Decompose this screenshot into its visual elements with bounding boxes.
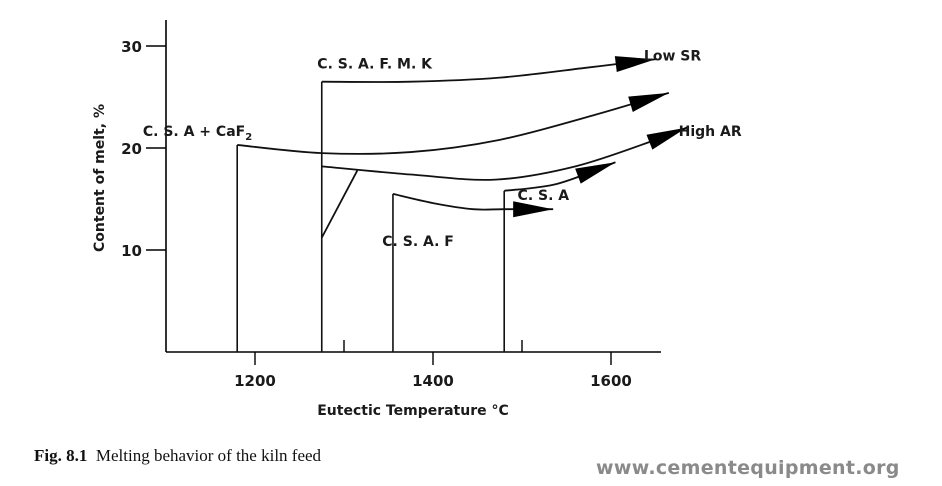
- region-label: C. S. A: [518, 188, 570, 204]
- figure-number: Fig. 8.1: [34, 446, 88, 465]
- series-line-0: [321, 58, 656, 83]
- arrowhead: [628, 92, 669, 112]
- series-line-5: [320, 170, 359, 239]
- x-ticks: 1200 1400 1600: [234, 340, 632, 390]
- region-label: C. S. A + CaF2: [143, 124, 252, 143]
- region-label: C. S. A. F: [382, 234, 454, 250]
- chart-axes: [165, 20, 661, 353]
- arrowhead: [646, 127, 687, 150]
- x-tick-label: 1200: [234, 372, 276, 390]
- watermark-text: www.cementequipment.org: [596, 457, 900, 479]
- arrowhead: [513, 201, 554, 218]
- y-ticks: 10 20 30: [121, 38, 166, 260]
- y-tick-label: 10: [121, 242, 142, 260]
- region-labels: C. S. A. F. M. K Low SR C. S. A + CaF2 High…: [143, 48, 742, 250]
- x-axis-title: Eutectic Temperature °C: [317, 403, 509, 419]
- y-tick-label: 20: [121, 140, 142, 158]
- region-label: Low SR: [644, 48, 701, 64]
- arrowhead: [614, 56, 656, 73]
- region-boundaries: [236, 81, 506, 352]
- arrowhead: [575, 162, 616, 184]
- region-label: High AR: [679, 124, 742, 140]
- subscript: 2: [245, 132, 252, 143]
- y-tick-label: 30: [121, 38, 142, 56]
- y-axis-title: Content of melt, %: [92, 104, 108, 252]
- x-tick-label: 1400: [412, 372, 454, 390]
- x-tick-label: 1600: [590, 372, 632, 390]
- region-label: C. S. A. F. M. K: [317, 56, 433, 72]
- series-curves: [237, 56, 687, 239]
- melting-chart: 10 20 30 1200 1400 1600 C. S. A. F. M. K Low …: [92, 20, 742, 419]
- series-line-1: [237, 92, 670, 155]
- figure-caption: Fig. 8.1 Melting behavior of the kiln fe…: [34, 446, 321, 466]
- caption-text: Melting behavior of the kiln feed: [95, 446, 322, 465]
